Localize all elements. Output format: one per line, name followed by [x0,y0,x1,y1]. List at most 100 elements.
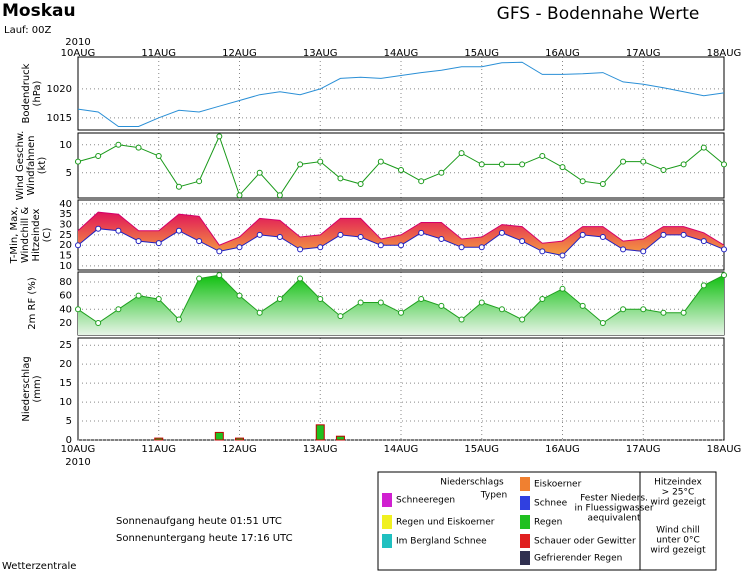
bar [154,437,164,441]
run: Lauf: 00Z [4,25,51,36]
legend-label: Schneeregen [396,496,455,506]
legend-note: aequivalent [587,514,641,524]
y-tick-label: 80 [59,277,72,288]
point [357,233,364,240]
x-tick-label: 10AUG [61,48,96,59]
point [660,309,667,316]
point [680,309,687,316]
point [256,231,263,238]
point [95,225,102,232]
legend-heat: > 25°C [662,488,695,498]
point [498,161,505,168]
point [438,169,445,176]
bar [335,435,345,441]
point [700,144,707,151]
point [256,169,263,176]
y-axis-title: Wind Geschw. [15,131,26,201]
point [418,296,425,303]
x-tick-label: 15AUG [464,48,499,59]
x-tick-label: 17AUG [626,444,661,455]
point [519,316,526,323]
point [438,302,445,309]
point [276,233,283,240]
point [377,299,384,306]
point [115,306,122,313]
point [337,175,344,182]
y-tick-label: 35 [59,209,72,220]
legend-note: Fester Nieders. [580,494,648,504]
y-axis-title: Windchill & [20,207,31,263]
point [700,238,707,245]
x-tick-label: 18AUG [707,48,741,59]
x-tick-label: 12AUG [222,48,257,59]
point [721,272,727,279]
sunrise: Sonnenaufgang heute 01:51 UTC [116,516,282,527]
point [640,158,647,165]
bar [315,424,325,441]
point [75,306,81,313]
point [418,178,425,185]
point [519,238,526,245]
y-tick-label: 20 [59,318,72,329]
legend-swatch [520,534,530,548]
sunset: Sonnenuntergang heute 17:16 UTC [116,533,293,544]
point [75,158,81,165]
point [438,236,445,243]
y-tick-label: 25 [59,340,72,351]
point [216,272,223,279]
x-tick-label: 13AUG [303,48,338,59]
legend-swatch [382,515,392,529]
y-axis-title: Hitzeindex [31,208,42,261]
legend-label: Schauer oder Gewitter [534,537,636,547]
y-tick-label: 5 [66,168,72,179]
y-tick-label: 5 [66,416,72,427]
x-tick-label: 17AUG [626,48,661,59]
line [77,211,725,246]
x-tick-label: 15AUG [464,444,499,455]
bar [235,437,244,441]
y-tick-label: 1020 [47,84,72,95]
point [559,164,566,171]
point [640,306,647,313]
point [337,313,344,320]
y-tick-label: 15 [59,378,72,389]
point [478,244,485,251]
y-tick-label: 25 [59,230,72,241]
point [721,161,727,168]
point [297,246,304,253]
legend-chill: wird gezeigt [650,546,706,556]
y-axis-title: 2m RF (%) [27,277,38,330]
point [377,158,384,165]
point [95,319,102,326]
point [216,133,223,140]
point [155,296,162,303]
y-tick-label: 20 [59,240,72,251]
point [398,166,404,173]
point [579,302,586,309]
point [458,150,465,157]
point [115,227,122,234]
point [559,285,566,292]
legend-title: Niederschlags [440,478,504,488]
point [276,296,283,303]
title: GFS - Bodennahe Werte [497,4,700,24]
point [478,161,485,168]
point [478,299,485,306]
point [660,166,667,173]
legend-swatch [520,551,530,565]
point [539,152,546,159]
point [216,248,223,255]
legend-chill: unter 0°C [656,536,700,546]
line [77,61,725,127]
x-tick-label: 16AUG [545,444,580,455]
y-axis-title: Windfahnen [26,136,37,196]
point [196,178,203,185]
y-axis-title: (C) [42,228,53,243]
point [721,246,727,253]
y-axis-title: T-Min, Max, [9,207,20,265]
point [458,316,465,323]
y-tick-label: 10 [59,261,72,272]
y-tick-label: 40 [59,304,72,315]
x-tick-label: 11AUG [141,48,176,59]
